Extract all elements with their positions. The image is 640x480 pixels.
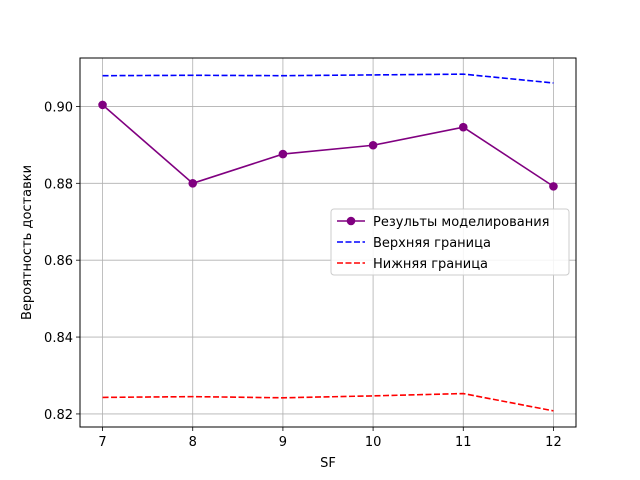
series-line [102,392,554,412]
series-line [102,104,554,188]
x-tick-label: 10 [365,435,382,450]
data-point [368,140,378,150]
x-tick-label: 12 [545,435,562,450]
x-tick-label: 9 [279,435,287,450]
series-layer [98,73,558,412]
legend-marker [346,216,356,226]
legend: Результы моделирования Верхняя граница Ниж… [330,208,570,276]
series-line [102,73,554,84]
data-point [98,100,107,110]
legend-frame [330,208,570,276]
legend-label: Верхняя граница [373,236,491,251]
y-axis-label: Вероятность доставки [20,165,35,320]
x-tick-label: 7 [98,435,106,450]
plot-frame [79,57,577,428]
legend-label: Результы моделирования [373,215,550,230]
data-point [278,149,288,159]
data-point [458,122,468,132]
y-tick-label: 0.86 [44,254,73,269]
data-point [188,179,198,188]
ticks: 7 8 9 10 11 12 0.82 0.84 0.86 0.88 0.90 [44,100,562,450]
data-point [549,182,558,191]
series-1 [98,100,558,191]
series-3 [102,392,554,412]
y-tick-label: 0.82 [44,408,73,423]
legend-label: Нижняя граница [373,257,488,272]
y-tick-label: 0.90 [44,100,73,115]
grid [80,58,576,427]
y-tick-label: 0.88 [44,177,73,192]
y-tick-label: 0.84 [44,331,73,346]
series-2 [102,73,554,84]
x-tick-label: 11 [455,435,472,450]
x-tick-label: 8 [189,435,197,450]
x-axis-label: SF [320,456,336,471]
